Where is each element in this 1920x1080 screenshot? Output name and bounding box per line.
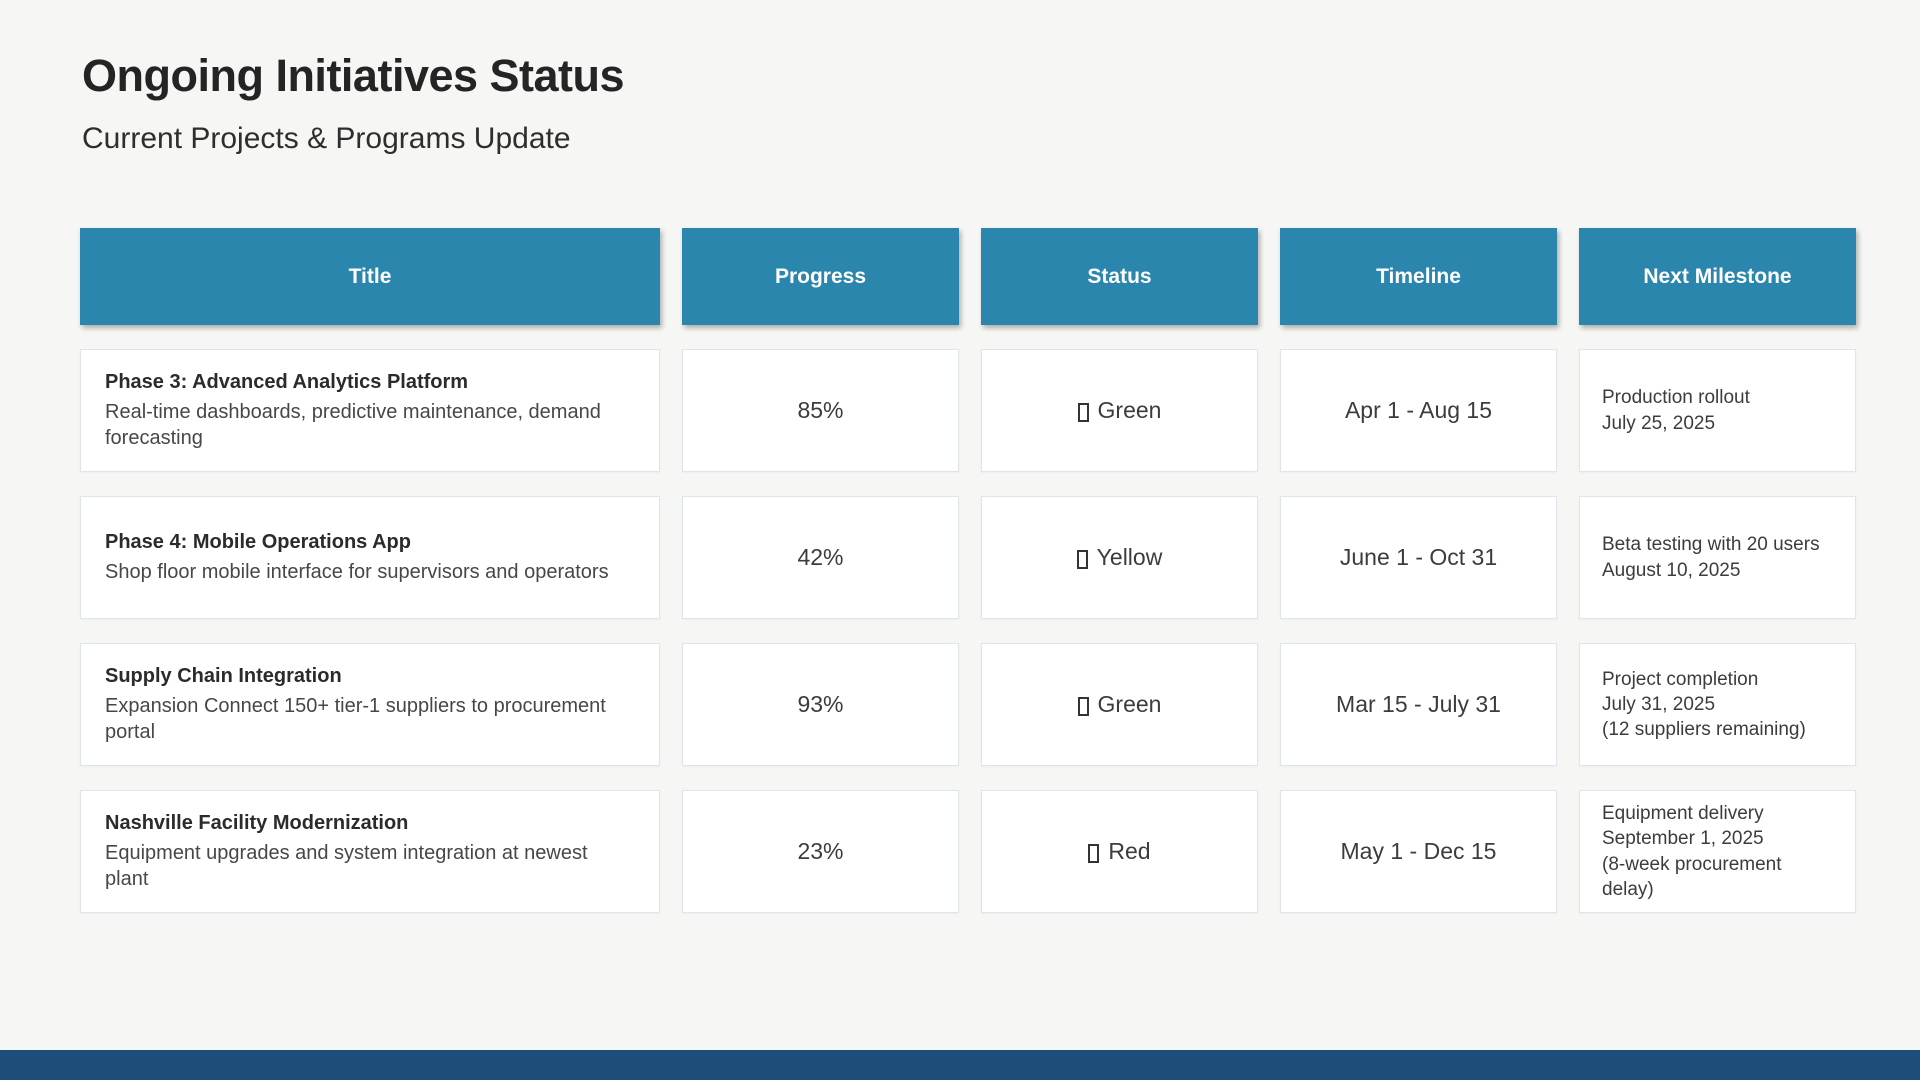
missing-glyph-icon	[1077, 697, 1089, 716]
project-title: Nashville Facility Modernization	[105, 811, 409, 834]
project-title: Phase 3: Advanced Analytics Platform	[105, 370, 469, 393]
title-cell: Nashville Facility Modernization Equipme…	[80, 790, 660, 913]
missing-glyph-icon	[1076, 550, 1088, 569]
milestone-line: Project completion	[1602, 668, 1759, 690]
title-cell: Supply Chain Integration Expansion Conne…	[80, 643, 660, 766]
timeline-cell: Mar 15 - July 31	[1280, 643, 1557, 766]
status-label: Green	[1097, 691, 1162, 717]
column-header-status: Status	[981, 228, 1258, 325]
timeline-cell: June 1 - Oct 31	[1280, 496, 1557, 619]
progress-cell: 42%	[682, 496, 959, 619]
milestone-cell: Project completion July 31, 2025 (12 sup…	[1579, 643, 1856, 766]
project-description: Equipment upgrades and system integratio…	[105, 841, 588, 890]
column-header-next-milestone: Next Milestone	[1579, 228, 1856, 325]
progress-value: 93%	[797, 691, 844, 717]
page-subtitle: Current Projects & Programs Update	[82, 122, 571, 155]
column-header-progress: Progress	[682, 228, 959, 325]
milestone-line: Equipment delivery	[1602, 803, 1764, 825]
status-cell: Yellow	[981, 496, 1258, 619]
status-label: Red	[1108, 838, 1151, 864]
status-label: Yellow	[1096, 544, 1163, 570]
milestone-cell: Equipment delivery September 1, 2025 (8-…	[1579, 790, 1856, 913]
page-title: Ongoing Initiatives Status	[82, 50, 625, 101]
status-cell: Red	[981, 790, 1258, 913]
timeline-value: May 1 - Dec 15	[1340, 838, 1497, 864]
column-header-title: Title	[80, 228, 660, 325]
milestone-line: Production rollout	[1602, 387, 1750, 409]
status-label: Green	[1097, 397, 1162, 423]
footer-bar	[0, 1050, 1920, 1080]
missing-glyph-icon	[1077, 403, 1089, 422]
status-table: Title Progress Status Timeline Next Mile…	[80, 228, 1856, 913]
progress-value: 23%	[797, 838, 844, 864]
timeline-value: Apr 1 - Aug 15	[1344, 397, 1493, 423]
milestone-line: August 10, 2025	[1602, 559, 1741, 581]
timeline-value: June 1 - Oct 31	[1339, 544, 1498, 570]
timeline-cell: May 1 - Dec 15	[1280, 790, 1557, 913]
project-title: Phase 4: Mobile Operations App	[105, 530, 411, 553]
progress-cell: 85%	[682, 349, 959, 472]
project-description: Real-time dashboards, predictive mainten…	[105, 400, 601, 449]
milestone-cell: Production rollout July 25, 2025	[1579, 349, 1856, 472]
title-cell: Phase 3: Advanced Analytics Platform Rea…	[80, 349, 660, 472]
project-description: Shop floor mobile interface for supervis…	[105, 560, 609, 583]
missing-glyph-icon	[1088, 844, 1100, 863]
project-title: Supply Chain Integration	[105, 664, 342, 687]
status-cell: Green	[981, 349, 1258, 472]
milestone-line: July 31, 2025	[1602, 693, 1716, 715]
progress-value: 42%	[797, 544, 844, 570]
title-cell: Phase 4: Mobile Operations App Shop floo…	[80, 496, 660, 619]
milestone-line: (12 suppliers remaining)	[1602, 719, 1806, 741]
milestone-line: (8-week procurement delay)	[1602, 853, 1782, 900]
milestone-cell: Beta testing with 20 users August 10, 20…	[1579, 496, 1856, 619]
milestone-line: July 25, 2025	[1602, 412, 1716, 434]
timeline-cell: Apr 1 - Aug 15	[1280, 349, 1557, 472]
milestone-line: September 1, 2025	[1602, 828, 1764, 850]
project-description: Expansion Connect 150+ tier-1 suppliers …	[105, 694, 606, 743]
progress-cell: 93%	[682, 643, 959, 766]
column-header-timeline: Timeline	[1280, 228, 1557, 325]
milestone-line: Beta testing with 20 users	[1602, 534, 1820, 556]
timeline-value: Mar 15 - July 31	[1336, 691, 1501, 717]
status-cell: Green	[981, 643, 1258, 766]
progress-cell: 23%	[682, 790, 959, 913]
progress-value: 85%	[797, 397, 844, 423]
